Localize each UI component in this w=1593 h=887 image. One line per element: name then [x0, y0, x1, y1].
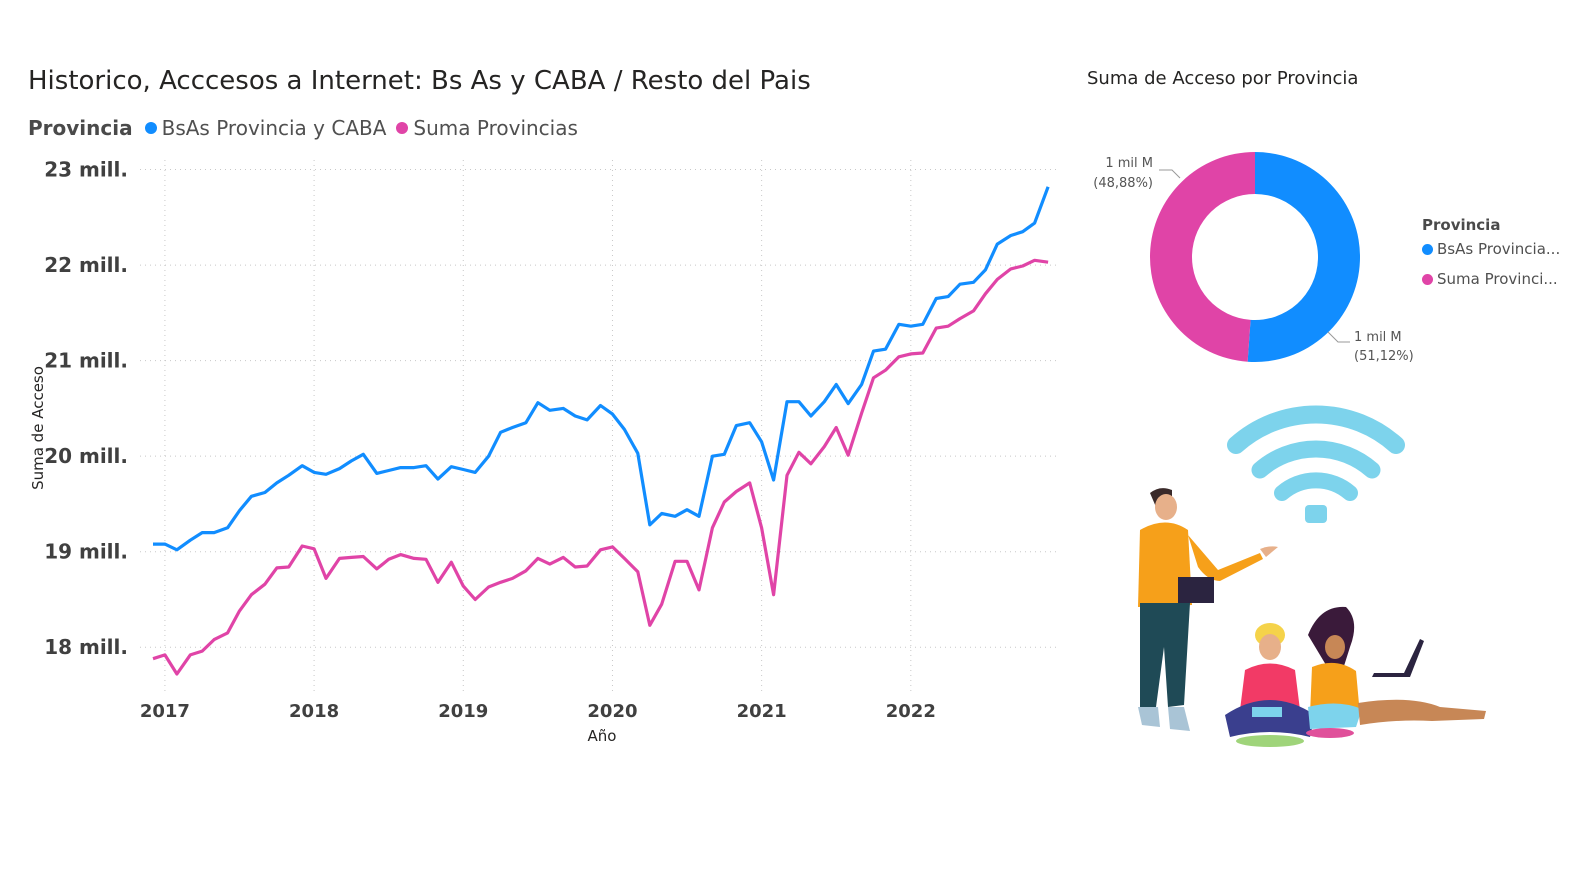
- x-tick-label: 2021: [737, 701, 787, 722]
- x-tick-label: 2019: [438, 701, 488, 722]
- line-legend-title: Provincia: [28, 116, 133, 140]
- donut-data-label-value: 1 mil M: [1354, 330, 1402, 345]
- donut-chart-title: Suma de Acceso por Provincia: [1087, 68, 1359, 89]
- legend-item-label: BsAs Provincia y CABA: [161, 116, 387, 140]
- donut-legend-title: Provincia: [1422, 216, 1501, 234]
- legend-dot-icon: [1422, 243, 1433, 255]
- donut-slice-0[interactable]: [1247, 152, 1360, 362]
- legend-dot-icon: [1422, 273, 1433, 285]
- x-tick-label: 2022: [886, 701, 936, 722]
- donut-legend-item-suma[interactable]: Suma Provinci...: [1422, 270, 1560, 288]
- y-tick-label: 19 mill.: [44, 540, 128, 564]
- line-chart-title: Historico, Acccesos a Internet: Bs As y …: [28, 66, 811, 96]
- donut-slice-1[interactable]: [1149, 152, 1255, 362]
- y-tick-label: 22 mill.: [44, 253, 128, 277]
- x-tick-label: 2018: [289, 701, 339, 722]
- standing-man-figure: [1138, 488, 1278, 731]
- y-tick-label: 23 mill.: [44, 158, 128, 182]
- wifi-icon: [1227, 405, 1405, 523]
- sitting-boy-figure: [1225, 623, 1315, 747]
- x-tick-label: 2017: [140, 701, 190, 722]
- legend-item-bsas[interactable]: BsAs Provincia y CABA: [144, 116, 387, 140]
- donut-legend-item-bsas[interactable]: BsAs Provincia...: [1422, 240, 1560, 258]
- people-wifi-illustration: [1138, 405, 1486, 747]
- line-chart-legend: Provincia BsAs Provincia y CABA Suma Pro…: [28, 116, 588, 140]
- leader-line: [1327, 331, 1350, 343]
- donut-chart-legend: Provincia BsAs Provincia... Suma Provinc…: [1422, 216, 1560, 300]
- line-chart: 18 mill. 19 mill. 20 mill. 21 mill. 22 mill.…: [29, 158, 1060, 745]
- leader-line: [1159, 169, 1181, 179]
- legend-item-label: Suma Provincias: [413, 116, 578, 140]
- x-tick-label: 2020: [587, 701, 637, 722]
- legend-item-suma-provincias[interactable]: Suma Provincias: [396, 116, 578, 140]
- donut-data-label-pct: (48,88%): [1093, 176, 1153, 191]
- y-axis-label: Suma de Acceso: [29, 366, 47, 490]
- series-line-0[interactable]: [153, 186, 1050, 552]
- series-line-1[interactable]: [152, 258, 1049, 676]
- y-tick-label: 21 mill.: [44, 349, 128, 373]
- donut-data-label-pct: (51,12%): [1354, 349, 1414, 364]
- y-tick-label: 20 mill.: [44, 444, 128, 468]
- donut-legend-label: BsAs Provincia...: [1437, 240, 1561, 258]
- legend-dot-icon: [144, 122, 157, 134]
- legend-dot-icon: [396, 122, 409, 134]
- donut-data-label-value: 1 mil M: [1105, 156, 1153, 171]
- y-tick-label: 18 mill.: [44, 635, 128, 659]
- sitting-woman-figure: [1306, 606, 1486, 738]
- x-axis-label: Año: [588, 727, 617, 745]
- donut-chart: 1 mil M (51,12%) 1 mil M (48,88%): [1093, 152, 1414, 364]
- donut-legend-label: Suma Provinci...: [1437, 270, 1558, 288]
